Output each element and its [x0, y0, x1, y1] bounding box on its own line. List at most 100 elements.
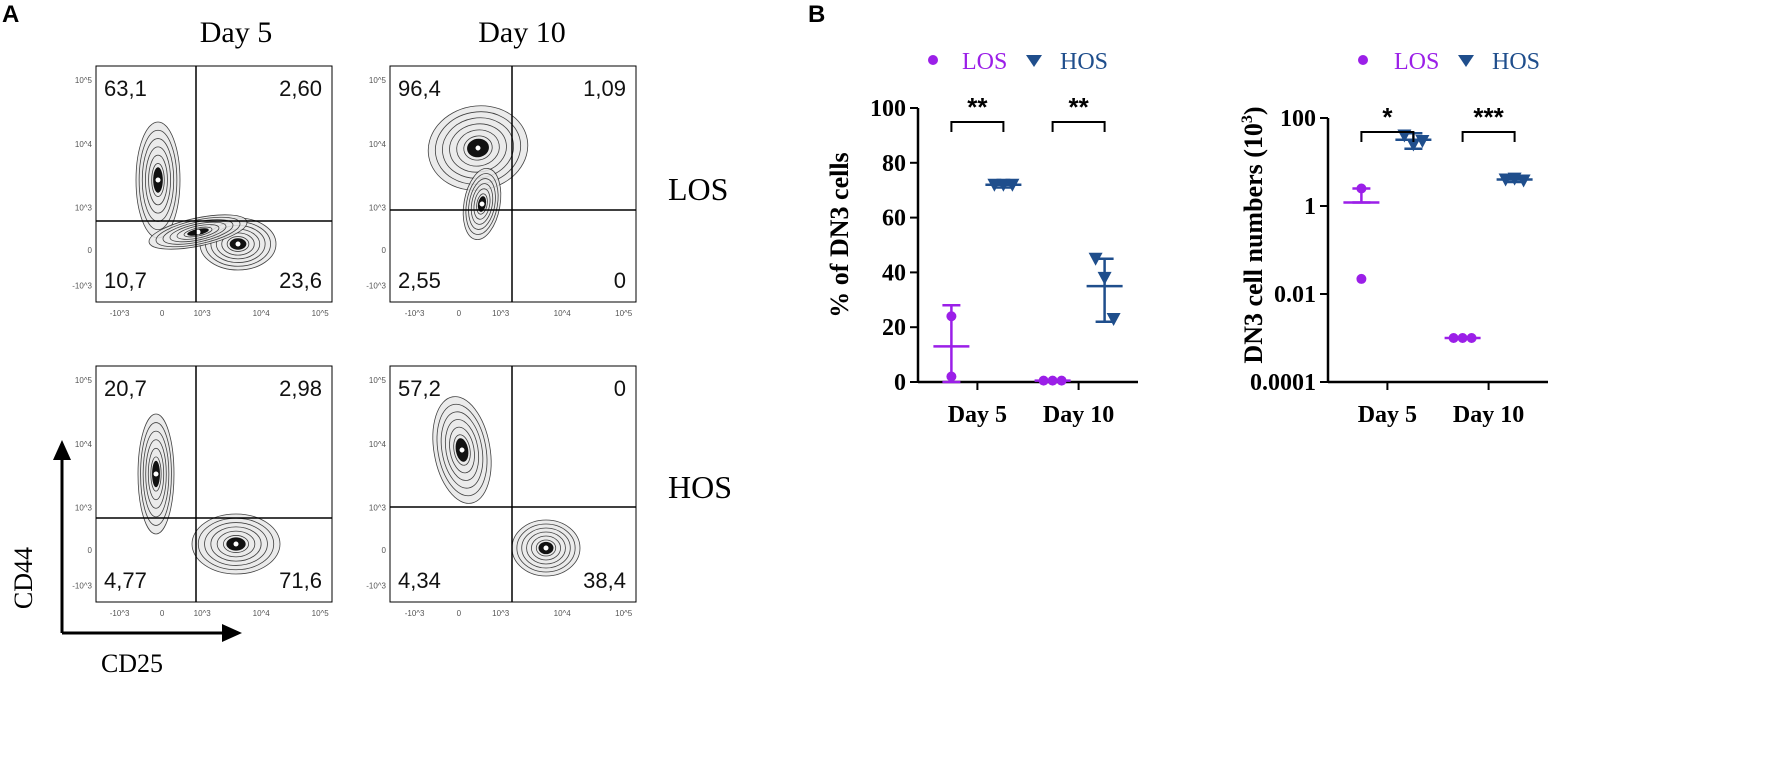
contour-line [148, 154, 168, 206]
flow-x-tick-label: 10^5 [312, 309, 330, 318]
flow-y-tick-label: 10^3 [369, 504, 387, 513]
row-label-los: LOS [668, 171, 728, 207]
contour-line [526, 531, 566, 565]
contour-line [226, 236, 250, 252]
panel-a-letter: A [2, 1, 19, 28]
significance-bracket [950, 121, 1005, 132]
contour-line [183, 226, 213, 238]
data-point-los [1466, 333, 1477, 343]
chart1: 0 20 40 60 80 100 Day 5 Day 10 ** ** [870, 92, 1138, 428]
y-tick-label: 0.0001 [1250, 370, 1316, 396]
chart2-y-title: DN3 cell numbers (103) [1239, 106, 1268, 363]
contour-line [440, 411, 484, 489]
contour-line [476, 193, 488, 215]
flow-x-tick-label: 10^5 [312, 609, 330, 618]
quadrant-lower-left-value: 10,7 [104, 268, 147, 293]
flow-y-tick-label: 10^5 [75, 76, 93, 85]
data-point-hos [1088, 252, 1103, 266]
data-point-hos [1415, 135, 1430, 149]
flow-plot-frame [95, 65, 333, 303]
panel-b-letter: B [808, 1, 825, 28]
contour-line [145, 439, 167, 509]
flow-y-tick-label: -10^3 [366, 281, 386, 290]
flow-x-tick-label: 0 [160, 309, 165, 318]
contour-line [473, 188, 491, 220]
significance-label: ** [967, 92, 988, 122]
flow-plot: 63,1 2,60 10,7 23,6 10^5 10^4 10^3 0 -10^3 -10^3 0… [72, 65, 333, 318]
flow-x-axis-label: CD25 [101, 649, 163, 678]
flow-x-tick-label: 0 [160, 609, 165, 618]
data-point-hos [987, 178, 1002, 192]
legend-los-label: LOS [962, 49, 1007, 75]
significance-bracket [1461, 131, 1516, 142]
contour-line [516, 523, 576, 573]
contour-peak [543, 545, 549, 551]
flow-x-tick-label: -10^3 [110, 309, 130, 318]
flow-y-tick-label: 10^5 [369, 76, 387, 85]
column-title-day5: Day 5 [200, 16, 272, 49]
contour-line [216, 530, 256, 558]
quadrant-upper-right-value: 2,60 [279, 76, 322, 101]
flow-y-tick-label: 0 [88, 546, 93, 555]
legend-chart1: LOS HOS [928, 49, 1108, 75]
quadrant-lower-left-value: 4,77 [104, 568, 147, 593]
significance-bracket [1051, 121, 1106, 132]
column-title-day10: Day 10 [478, 16, 565, 49]
x-tick-label: Day 5 [948, 402, 1007, 428]
data-point-hos [1498, 173, 1513, 187]
contour-population [432, 396, 492, 504]
flow-x-tick-label: 0 [457, 609, 462, 618]
data-point-los [1457, 333, 1468, 343]
contour-line [444, 419, 480, 481]
contour-line [151, 163, 165, 197]
flow-y-tick-label: 10^4 [75, 440, 93, 449]
quadrant-upper-left-value: 63,1 [104, 76, 147, 101]
contour-line [142, 430, 170, 518]
flow-x-tick-label: 0 [457, 309, 462, 318]
contour-line [436, 403, 488, 497]
data-point-los [1038, 375, 1049, 386]
legend-los-label: LOS [1394, 49, 1439, 75]
quadrant-lower-right-value: 71,6 [279, 568, 322, 593]
contour-line [535, 539, 557, 557]
chart2-y-title-main: DN3 cell numbers (10 [1239, 123, 1268, 363]
data-point-los [946, 371, 957, 382]
flow-y-tick-label: 10^4 [369, 140, 387, 149]
contour-line [145, 146, 171, 214]
legend-hos-marker [1026, 55, 1042, 67]
y-tick-label: 60 [882, 206, 906, 232]
flow-x-tick-label: 10^3 [194, 609, 212, 618]
data-point-los [946, 311, 957, 322]
quadrant-lower-right-value: 38,4 [583, 568, 626, 593]
x-tick-label: Day 5 [1358, 402, 1417, 428]
quadrant-upper-right-value: 1,09 [583, 76, 626, 101]
flow-y-tick-label: -10^3 [366, 581, 386, 590]
contour-line [223, 535, 249, 553]
chart1-y-title: % of DN3 cells [825, 152, 854, 317]
data-point-hos [1097, 271, 1112, 285]
flow-y-tick-label: -10^3 [72, 581, 92, 590]
quadrant-upper-left-value: 20,7 [104, 376, 147, 401]
flow-y-tick-label: 0 [382, 246, 387, 255]
flow-y-tick-label: 10^5 [75, 376, 93, 385]
flow-y-tick-label: 10^3 [369, 204, 387, 213]
x-tick-label: Day 10 [1453, 402, 1524, 428]
flow-y-tick-label: 10^5 [369, 376, 387, 385]
y-tick-label: 20 [882, 315, 906, 341]
legend-chart2: LOS HOS [1358, 49, 1540, 75]
contour-line [521, 527, 571, 569]
flow-x-tick-label: -10^3 [405, 309, 425, 318]
flow-y-axis-label: CD44 [9, 547, 38, 609]
flow-x-tick-label: 10^3 [492, 309, 510, 318]
significance-label: * [1382, 102, 1393, 132]
flow-x-tick-label: 10^3 [194, 309, 212, 318]
y-tick-label: 100 [870, 96, 906, 122]
legend-los-marker [1358, 55, 1368, 65]
contour-population [137, 413, 175, 535]
contour-line [463, 135, 493, 161]
quadrant-lower-left-value: 4,34 [398, 568, 441, 593]
contour-line [531, 535, 561, 561]
flow-y-tick-label: 10^3 [75, 504, 93, 513]
